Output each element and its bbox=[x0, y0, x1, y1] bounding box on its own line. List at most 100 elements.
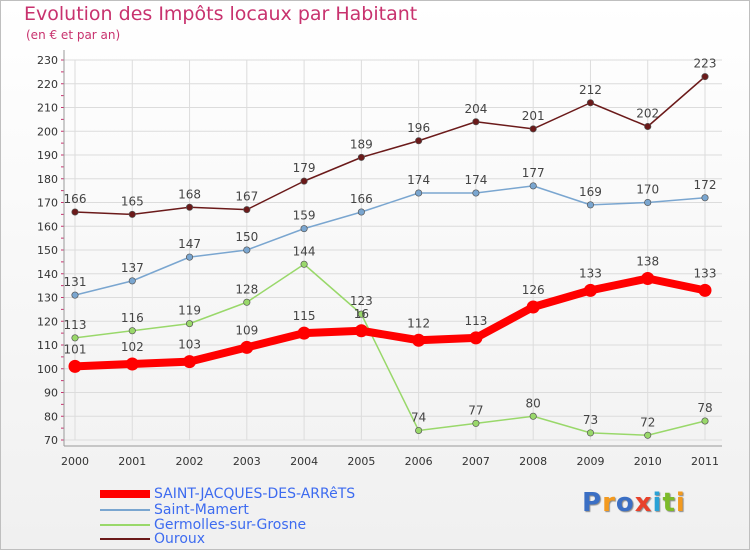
data-point bbox=[469, 331, 483, 345]
y-tick-label: 190 bbox=[37, 149, 58, 162]
data-label: 113 bbox=[464, 314, 487, 328]
logo-letter: P bbox=[582, 488, 603, 518]
y-tick-label: 140 bbox=[37, 268, 58, 281]
data-point bbox=[415, 137, 423, 145]
logo-letter: i bbox=[675, 488, 686, 518]
data-label: 78 bbox=[697, 401, 712, 415]
legend-swatch bbox=[100, 524, 150, 526]
y-tick-label: 130 bbox=[37, 292, 58, 305]
data-label: 16 bbox=[354, 307, 369, 321]
legend-swatch bbox=[100, 490, 150, 498]
legend-label: Saint-Mamert bbox=[154, 502, 249, 518]
line-chart: 7080901001101201301401501601701801902002… bbox=[37, 50, 722, 468]
data-point bbox=[412, 333, 426, 347]
data-label: 147 bbox=[178, 237, 201, 251]
data-label: 72 bbox=[640, 415, 655, 429]
data-label: 167 bbox=[235, 190, 258, 204]
x-tick-label: 2000 bbox=[61, 455, 89, 468]
y-tick-label: 210 bbox=[37, 102, 58, 115]
data-label: 168 bbox=[178, 187, 201, 201]
legend-item-ouroux: Ouroux bbox=[100, 531, 206, 547]
data-label: 133 bbox=[694, 266, 717, 280]
data-point bbox=[529, 125, 537, 133]
data-label: 123 bbox=[350, 294, 373, 308]
data-point bbox=[586, 429, 595, 437]
logo-letter: t bbox=[662, 488, 676, 518]
data-point bbox=[701, 73, 709, 81]
legend-label: Ouroux bbox=[154, 531, 206, 547]
data-label: 172 bbox=[694, 178, 717, 192]
data-point bbox=[71, 208, 79, 216]
data-point bbox=[701, 194, 709, 202]
data-label: 169 bbox=[579, 185, 602, 199]
legend-label: SAINT-JACQUES-DES-ARRêTS bbox=[154, 486, 356, 502]
data-label: 170 bbox=[636, 183, 659, 197]
data-point bbox=[297, 326, 311, 340]
y-tick-label: 150 bbox=[37, 244, 58, 257]
data-point bbox=[586, 99, 595, 107]
data-point bbox=[701, 417, 709, 425]
legend-label: Germolles-sur-Grosne bbox=[154, 517, 307, 533]
data-label: 102 bbox=[121, 340, 144, 354]
data-point bbox=[415, 426, 423, 435]
data-label: 103 bbox=[178, 338, 201, 352]
data-point bbox=[472, 189, 480, 197]
logo-letter: r bbox=[602, 488, 616, 518]
x-tick-label: 2001 bbox=[118, 455, 146, 468]
data-label: 189 bbox=[350, 137, 373, 151]
data-label: 150 bbox=[235, 230, 258, 244]
data-point bbox=[68, 359, 82, 373]
data-point bbox=[185, 253, 194, 261]
x-tick-label: 2002 bbox=[176, 455, 204, 468]
data-label: 166 bbox=[64, 192, 87, 206]
data-label: 119 bbox=[178, 304, 201, 318]
data-point bbox=[125, 357, 139, 371]
data-point bbox=[357, 310, 365, 318]
y-tick-label: 90 bbox=[44, 387, 58, 400]
data-label: 166 bbox=[350, 192, 373, 206]
data-point bbox=[698, 283, 712, 297]
data-point bbox=[128, 210, 136, 218]
y-tick-label: 80 bbox=[44, 410, 58, 423]
x-tick-label: 2003 bbox=[233, 455, 261, 468]
chart-subtitle: (en € et par an) bbox=[26, 28, 121, 42]
y-tick-label: 170 bbox=[37, 197, 58, 210]
data-label: 204 bbox=[464, 102, 487, 116]
data-point bbox=[644, 431, 652, 439]
data-point bbox=[185, 320, 194, 328]
x-tick-label: 2006 bbox=[405, 455, 433, 468]
data-point bbox=[415, 189, 423, 197]
data-label: 74 bbox=[411, 411, 426, 425]
data-point bbox=[644, 122, 652, 131]
data-label: 179 bbox=[293, 161, 316, 175]
logo-letter: i bbox=[652, 488, 663, 518]
data-point bbox=[644, 198, 652, 207]
data-label: 201 bbox=[522, 109, 545, 123]
data-label: 109 bbox=[235, 323, 258, 337]
data-point bbox=[240, 340, 254, 354]
data-point bbox=[243, 246, 251, 254]
series-line bbox=[71, 274, 709, 371]
data-label: 174 bbox=[464, 173, 487, 187]
data-label: 137 bbox=[121, 261, 144, 275]
logo-letter: x bbox=[634, 488, 653, 518]
data-point bbox=[71, 291, 79, 299]
data-label: 138 bbox=[636, 255, 659, 269]
y-tick-label: 120 bbox=[37, 315, 58, 328]
y-tick-label: 100 bbox=[37, 363, 58, 376]
legend-item-saint-jacques: SAINT-JACQUES-DES-ARRêTS bbox=[100, 486, 356, 502]
data-point bbox=[300, 225, 308, 233]
data-label: 144 bbox=[293, 244, 316, 258]
data-point bbox=[357, 153, 365, 161]
x-tick-label: 2011 bbox=[691, 455, 719, 468]
data-label: 174 bbox=[407, 173, 430, 187]
data-label: 113 bbox=[64, 318, 87, 332]
series-line bbox=[74, 185, 706, 296]
data-point bbox=[529, 412, 537, 420]
data-point bbox=[526, 300, 540, 314]
data-label: 223 bbox=[694, 57, 717, 71]
data-point bbox=[583, 283, 597, 297]
x-tick-label: 2005 bbox=[347, 455, 375, 468]
legend-item-saint-mamert: Saint-Mamert bbox=[100, 502, 249, 518]
data-point bbox=[128, 327, 136, 335]
